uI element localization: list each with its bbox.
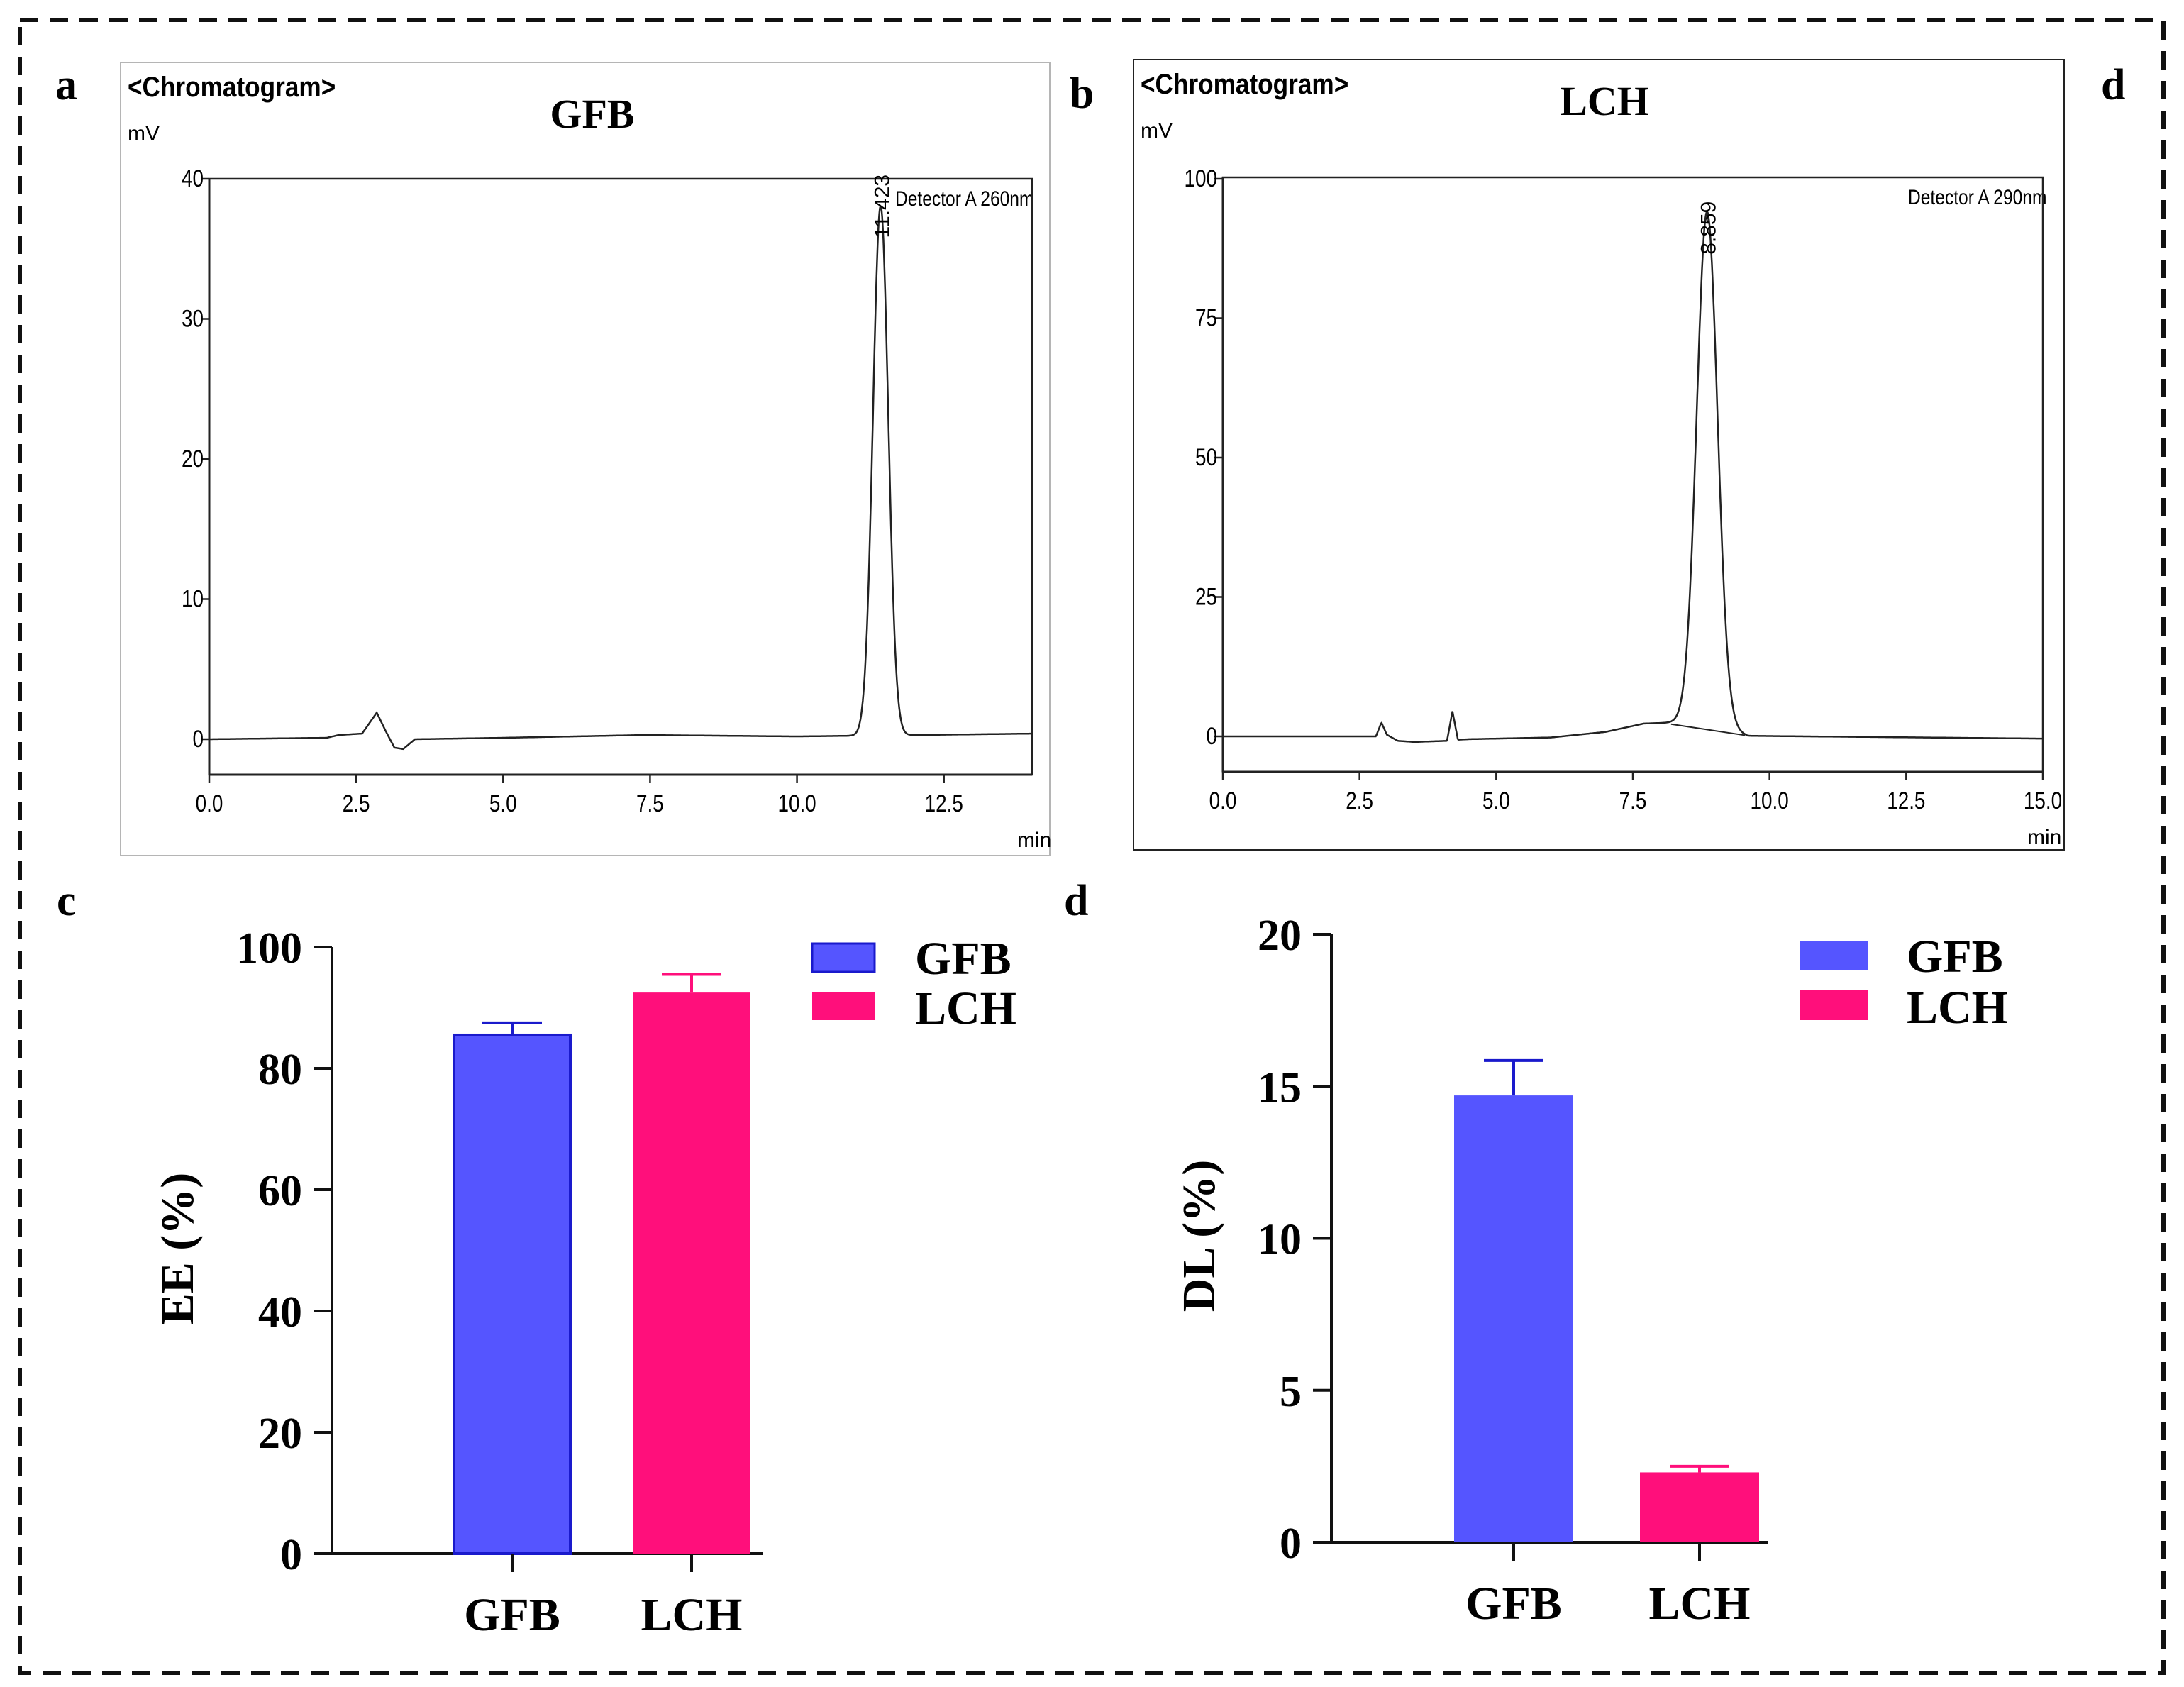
dashed-frame xyxy=(18,18,2166,1675)
chromatogram-a-y-tick-label: 0 xyxy=(192,725,204,752)
bar-gfb xyxy=(1454,1095,1573,1542)
panel-label-c: c xyxy=(57,877,77,925)
bar-chart-d-y-tick-label: 0 xyxy=(1280,1520,1302,1568)
chromatogram-b-detector: Detector A 290nm xyxy=(1908,185,2046,209)
bar-lch xyxy=(1640,1472,1759,1542)
bar-chart-c-x-tick-label: LCH xyxy=(641,1589,742,1641)
chromatogram-a-x-unit: min xyxy=(1017,829,1051,852)
chromatogram-a-x-tick-label: 5.0 xyxy=(489,790,517,817)
chromatogram-b-x-tick-label: 5.0 xyxy=(1482,787,1510,814)
chromatogram-b-x-tick-label: 7.5 xyxy=(1619,787,1647,814)
bar-chart-c-y-tick-label: 100 xyxy=(236,924,302,973)
bar-chart-d-x-tick-label: GFB xyxy=(1465,1578,1562,1630)
bar-chart-c-y-tick-label: 80 xyxy=(258,1046,302,1094)
panel-label-a: a xyxy=(55,61,77,109)
bar-chart-d-y-title: DL (%) xyxy=(1173,1160,1225,1312)
chromatogram-b-y-tick-label: 25 xyxy=(1195,583,1217,610)
panel-label-d-top: d xyxy=(2101,61,2125,109)
chromatogram-a-y-tick-label: 10 xyxy=(182,585,204,612)
bar-chart-c-y-title: EE (%) xyxy=(152,1173,204,1325)
bar-chart-d-y-tick-label: 20 xyxy=(1258,912,1302,960)
bar-chart-c-legend-gfb: GFB xyxy=(915,933,1011,985)
bar-chart-d-legend-swatch-gfb xyxy=(1800,941,1868,970)
chromatogram-a-x-tick-label: 12.5 xyxy=(925,790,963,817)
bar-chart-c-legend-swatch-gfb xyxy=(811,942,876,973)
chromatogram-b-y-tick-label: 100 xyxy=(1184,165,1217,192)
bar-chart-d-y-tick-label: 15 xyxy=(1258,1063,1302,1112)
chromatogram-a-x-tick-label: 2.5 xyxy=(343,790,370,817)
chromatogram-b-x-tick-label: 12.5 xyxy=(1887,787,1925,814)
chromatogram-a-trace xyxy=(209,204,1032,751)
chromatogram-b-x-tick-label: 0.0 xyxy=(1209,787,1237,814)
bar-chart-c-x-tick-label: GFB xyxy=(464,1589,560,1641)
chromatogram-a-detector: Detector A 260nm xyxy=(895,187,1033,211)
chromatogram-a-x-tick-label: 0.0 xyxy=(196,790,223,817)
chromatogram-b-header: <Chromatogram> xyxy=(1141,68,1348,100)
bar-chart-c-y-tick-label: 0 xyxy=(280,1531,302,1579)
bar-lch xyxy=(633,992,750,1554)
chromatogram-a-y-tick-label: 30 xyxy=(182,305,204,332)
chromatogram-a-peak-label: 11.423 xyxy=(870,175,894,238)
chromatogram-a: <Chromatogram> GFB mV min Detector A 260… xyxy=(120,62,1051,856)
chromatogram-b-x-tick-label: 15.0 xyxy=(2024,787,2062,814)
bar-chart-d-legend-swatch-lch xyxy=(1800,990,1868,1020)
chromatogram-b-trace xyxy=(1223,210,2043,743)
chromatogram-b-x-tick-label: 10.0 xyxy=(1751,787,1789,814)
chromatogram-b-title: LCH xyxy=(1560,78,1649,124)
bar-chart-d-legend-lch: LCH xyxy=(1907,982,2008,1034)
bar-chart-c-y-tick-label: 40 xyxy=(258,1288,302,1337)
chromatogram-a-ticks: 0.0 2.5 5.0 7.5 10.0 12.5 0 10 20 30 40 xyxy=(182,165,963,817)
bar-chart-c-plot: 0 20 40 60 80 100 GFB LCH xyxy=(236,924,763,1641)
chromatogram-b-y-tick-label: 75 xyxy=(1195,304,1217,331)
chromatogram-a-y-unit: mV xyxy=(128,122,160,145)
bar-chart-c-y-tick-label: 20 xyxy=(258,1410,302,1458)
chromatogram-b-plot-area xyxy=(1221,176,2044,773)
chromatogram-a-x-tick-label: 10.0 xyxy=(777,790,816,817)
chromatogram-b-y-tick-label: 50 xyxy=(1195,443,1217,470)
bar-chart-d-y-tick-label: 5 xyxy=(1280,1368,1302,1416)
bar-chart-c-legend-lch: LCH xyxy=(915,983,1016,1034)
chromatogram-b-frame xyxy=(1133,59,2065,851)
chromatogram-a-y-tick-label: 40 xyxy=(182,165,204,192)
chromatogram-b-ticks: 0.0 2.5 5.0 7.5 10.0 12.5 15.0 0 25 50 75 100 xyxy=(1184,165,2062,814)
panel-label-b: b xyxy=(1070,70,1094,118)
chromatogram-a-title: GFB xyxy=(550,91,634,137)
bar-gfb xyxy=(453,1033,572,1555)
chromatogram-a-header: <Chromatogram> xyxy=(128,71,336,103)
chromatogram-a-frame xyxy=(120,62,1051,856)
bar-chart-d-legend-gfb: GFB xyxy=(1907,931,2003,983)
bar-chart-c-y-tick-label: 60 xyxy=(258,1167,302,1215)
bar-chart-d-plot: 0 5 10 15 20 GFB LCH xyxy=(1258,912,1768,1630)
bar-chart-c-legend-swatch-lch xyxy=(812,992,875,1020)
bar-chart-d-y-tick-label: 10 xyxy=(1258,1216,1302,1264)
chromatogram-b-x-tick-label: 2.5 xyxy=(1346,787,1373,814)
bar-chart-d-x-tick-label: LCH xyxy=(1648,1578,1750,1630)
chromatogram-a-y-tick-label: 20 xyxy=(182,445,204,472)
chromatogram-b-peak-label: 8.859 xyxy=(1697,201,1721,255)
chromatogram-b: <Chromatogram> LCH mV min Detector A 290… xyxy=(1133,59,2065,851)
panel-label-d: d xyxy=(1064,877,1088,925)
chromatogram-b-y-unit: mV xyxy=(1141,119,1173,143)
chromatogram-b-integration-line xyxy=(1670,723,1746,736)
chromatogram-b-x-unit: min xyxy=(2027,826,2061,849)
chromatogram-a-x-tick-label: 7.5 xyxy=(636,790,664,817)
chromatogram-a-plot-area xyxy=(208,177,1033,776)
chromatogram-b-y-tick-label: 0 xyxy=(1206,722,1217,749)
